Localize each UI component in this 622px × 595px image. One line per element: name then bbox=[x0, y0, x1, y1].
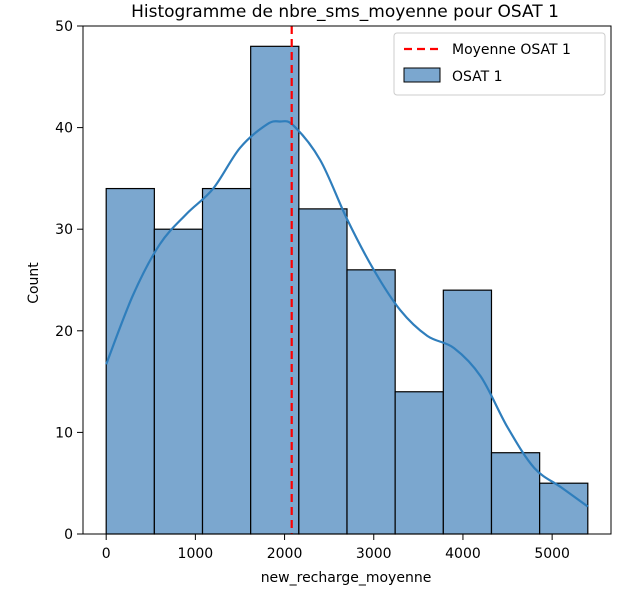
histogram-bar-7 bbox=[442, 289, 493, 535]
y-tick-label: 30 bbox=[55, 222, 73, 238]
x-tick-label: 2000 bbox=[267, 546, 303, 562]
histogram-bar-5 bbox=[346, 269, 396, 535]
y-tick-label: 20 bbox=[55, 324, 73, 340]
x-tick-label: 4000 bbox=[445, 546, 481, 562]
legend-mean-label: Moyenne OSAT 1 bbox=[452, 42, 571, 58]
x-tick-label: 3000 bbox=[356, 546, 392, 562]
histogram-bar-2 bbox=[201, 187, 252, 535]
histogram-bar-0 bbox=[105, 187, 155, 535]
x-tick-label: 5000 bbox=[534, 546, 570, 562]
y-axis: 0 10 20 30 40 50 bbox=[55, 19, 83, 543]
kde-curve bbox=[105, 120, 589, 508]
x-axis: 0 1000 2000 3000 4000 5000 bbox=[102, 534, 570, 562]
histogram-bar-9 bbox=[539, 482, 589, 535]
legend: Moyenne OSAT 1 OSAT 1 bbox=[393, 32, 606, 96]
y-axis-label: Count bbox=[26, 262, 42, 304]
histogram-bar-4 bbox=[298, 208, 348, 535]
legend-series-label: OSAT 1 bbox=[452, 69, 503, 85]
y-tick-label: 10 bbox=[55, 425, 73, 441]
y-tick-label: 40 bbox=[55, 121, 73, 137]
histogram-bar-1 bbox=[153, 228, 204, 535]
chart-title: Histogramme de nbre_sms_moyenne pour OSA… bbox=[131, 2, 559, 22]
y-tick-label: 50 bbox=[55, 19, 73, 35]
x-axis-label: new_recharge_moyenne bbox=[261, 570, 432, 586]
legend-series-swatch bbox=[403, 67, 441, 83]
y-tick-label: 0 bbox=[64, 527, 73, 543]
plot-frame bbox=[82, 25, 612, 535]
histogram-bars bbox=[105, 45, 589, 535]
histogram-bar-6 bbox=[394, 391, 444, 535]
legend-box bbox=[393, 32, 606, 96]
x-tick-label: 0 bbox=[102, 546, 111, 562]
x-tick-label: 1000 bbox=[178, 546, 214, 562]
